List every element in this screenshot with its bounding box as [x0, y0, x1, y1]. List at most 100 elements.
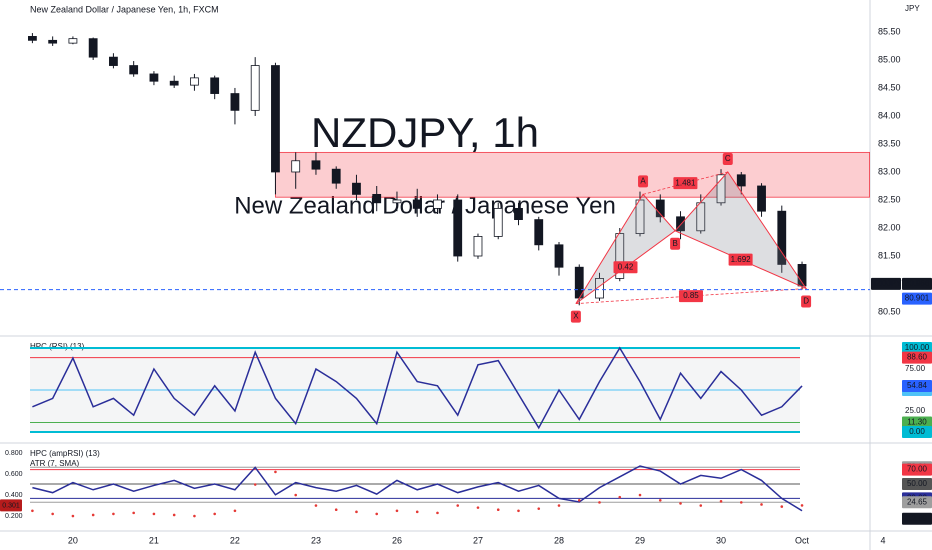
x-tick-label: 30 [716, 535, 726, 545]
pane-title: HPC (ampRSI) (13) [30, 449, 100, 458]
ratio-label-bg [728, 253, 753, 266]
atr-dot [314, 504, 318, 507]
pattern-point-bg [801, 295, 812, 308]
y2-tick-label: 0.800 [5, 450, 23, 457]
level-tag: 88.60 [907, 353, 928, 362]
last-price-tag: 80.966 [905, 279, 930, 288]
y-tick-label: 80.50 [878, 306, 901, 316]
last-value-tag-bg [902, 512, 932, 525]
atr-dot [334, 508, 338, 512]
atr-dot [253, 483, 257, 486]
last-value-tag: 12.89 [907, 514, 928, 523]
ratio-label: 0.85 [683, 291, 699, 300]
atr-dot [294, 493, 298, 497]
x-tick-label: Oct [795, 535, 810, 545]
pattern-point-label: X [573, 312, 579, 321]
candle-body [210, 77, 220, 94]
candle-body [534, 219, 544, 246]
candle-body [392, 199, 402, 204]
atr-dot [699, 504, 703, 507]
candle-body [716, 174, 726, 204]
atr-dot [355, 510, 358, 514]
atr-dot [71, 514, 75, 518]
ratio-label: 0.42 [618, 262, 634, 271]
candle-body [271, 65, 280, 173]
last-value-tag: 54.84 [907, 381, 928, 390]
pattern-point-bg [670, 237, 681, 250]
atr-dot [760, 503, 763, 506]
candle-body [372, 193, 382, 204]
candle-body [109, 56, 118, 66]
atr-dot [91, 513, 95, 517]
level-tag: 24.65 [907, 497, 928, 506]
pattern-point-label: A [640, 176, 646, 185]
atr-dot [375, 512, 379, 516]
candle-body [493, 207, 503, 237]
atr-dot [415, 510, 419, 514]
level-tag: 100.00 [905, 343, 930, 352]
candle-body [311, 160, 321, 170]
candle-body [48, 39, 58, 44]
atr-dot [496, 508, 500, 512]
candle-body [412, 199, 422, 209]
atr-dot [476, 506, 480, 509]
y-tick-label: 75.00 [905, 364, 926, 373]
atr-dot [517, 509, 520, 513]
atr-dot [51, 512, 54, 516]
atr-dot [193, 514, 196, 518]
candle-body [777, 210, 787, 265]
price-line-tag: 80.901 [905, 294, 930, 303]
price-line-tag-bg [902, 292, 932, 305]
x-tick-label: 22 [230, 535, 240, 545]
x-tick-label: 20 [68, 535, 78, 545]
atr-dot [436, 511, 439, 515]
y-tick-label: 82.00 [878, 222, 901, 232]
atr-dot [213, 512, 216, 516]
atr-dot [679, 502, 682, 505]
x-tick-label: 23 [311, 535, 321, 545]
level-tag: 0.00 [909, 427, 925, 436]
atr-last-tag-bg [0, 499, 22, 512]
level-tag-bg [902, 416, 932, 429]
candle-body [433, 199, 442, 209]
y-tick-label: 83.50 [878, 138, 901, 148]
series-line [32, 465, 803, 512]
y-tick-label: 81.50 [878, 250, 901, 260]
symbol-tag: NZDJPY [870, 279, 902, 288]
series-line [32, 346, 803, 430]
candle-body [615, 233, 625, 279]
x-tick-label: 4 [881, 535, 886, 545]
candle-body [291, 160, 301, 173]
y-tick-label: 25.00 [905, 406, 926, 415]
y-tick-label: 82.50 [878, 194, 901, 204]
pattern-point-bg [638, 175, 649, 188]
atr-dot [598, 501, 601, 504]
y2-tick-label: 0.600 [5, 471, 23, 478]
y2-tick-label: 0.400 [5, 492, 23, 499]
level-tag-bg [902, 478, 932, 491]
atr-dot [537, 507, 541, 510]
y-tick-label: 84.00 [878, 110, 901, 120]
last-price-tag-bg [902, 277, 932, 290]
level-tag: 50.00 [907, 479, 928, 488]
candle-body [473, 236, 483, 257]
candle-body [797, 264, 807, 287]
symbol-tag-bg [871, 277, 901, 290]
candle-body [129, 65, 139, 75]
pattern-point-bg [570, 310, 581, 323]
atr-dot [800, 504, 804, 507]
atr-dot [719, 500, 723, 503]
level-tag: 70.00 [907, 465, 928, 474]
atr-dot [152, 512, 156, 516]
y2-tick-label: 0.200 [5, 513, 23, 520]
level-tag-bg [902, 351, 932, 364]
candle-body [757, 185, 766, 212]
atr-dot [132, 511, 135, 515]
chart-title: New Zealand Dollar / Japanese Yen, 1h, F… [30, 4, 219, 14]
atr-dot [577, 498, 581, 502]
resistance-zone [275, 151, 870, 198]
pattern-point-label: C [725, 154, 731, 163]
candle-body [68, 38, 78, 44]
x-tick-label: 21 [149, 535, 159, 545]
ratio-label: 1.692 [731, 255, 752, 264]
